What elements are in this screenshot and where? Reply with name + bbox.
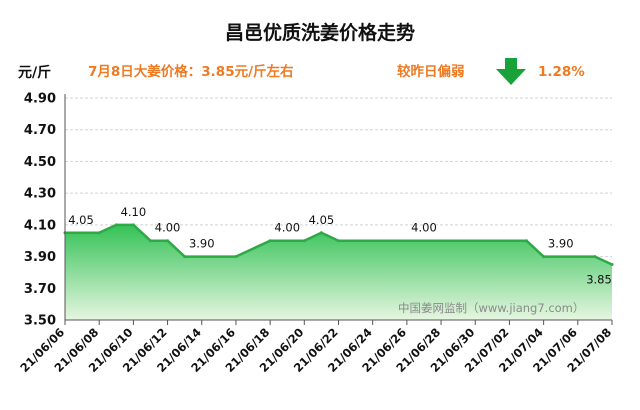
change-percent: 1.28% bbox=[538, 64, 585, 80]
data-point bbox=[268, 239, 272, 243]
data-label: 4.00 bbox=[155, 221, 181, 235]
data-label: 4.00 bbox=[274, 221, 300, 235]
data-point bbox=[183, 255, 187, 259]
watermark: 中国姜网监制（www.jiang7.com） bbox=[398, 301, 584, 315]
y-tick-label: 4.70 bbox=[24, 123, 56, 138]
data-point bbox=[542, 255, 546, 259]
x-ticks: 21/06/0621/06/0821/06/1021/06/1221/06/14… bbox=[17, 320, 614, 375]
y-tick-label: 4.30 bbox=[24, 187, 56, 202]
data-label: 3.90 bbox=[548, 237, 574, 251]
data-point bbox=[234, 255, 238, 259]
price-area bbox=[63, 223, 614, 320]
data-label: 3.90 bbox=[189, 237, 215, 251]
data-point bbox=[149, 239, 152, 243]
y-tick-label: 4.50 bbox=[24, 155, 56, 170]
compare-label: 较昨日偏弱 bbox=[397, 63, 465, 80]
y-ticks: 3.50 3.70 3.90 4.10 4.30 4.50 4.70 4.90 bbox=[24, 92, 56, 329]
data-point bbox=[114, 223, 118, 227]
data-point bbox=[593, 255, 597, 259]
area-fill bbox=[65, 224, 612, 320]
data-labels: 4.05 4.10 4.00 3.90 4.00 4.05 4.00 3.90 3.85 bbox=[68, 205, 612, 287]
data-label: 3.85 bbox=[586, 273, 612, 287]
price-note: 7月8日大姜价格：3.85元/斤左右 bbox=[88, 63, 294, 80]
data-label: 4.00 bbox=[411, 221, 437, 235]
y-tick-label: 3.90 bbox=[24, 250, 56, 265]
data-point bbox=[131, 223, 135, 227]
data-label: 4.05 bbox=[309, 213, 335, 227]
y-tick-label: 3.70 bbox=[24, 282, 56, 297]
series-line bbox=[65, 223, 613, 266]
data-label: 4.05 bbox=[68, 213, 94, 227]
data-point bbox=[610, 263, 614, 266]
data-point bbox=[319, 231, 323, 235]
arrow-down-icon bbox=[496, 58, 526, 85]
y-tick-label: 4.10 bbox=[24, 218, 56, 233]
data-point bbox=[302, 239, 306, 243]
data-point bbox=[337, 239, 340, 243]
chart-title: 昌邑优质洗姜价格走势 bbox=[225, 21, 415, 44]
y-tick-label: 4.90 bbox=[24, 92, 56, 107]
data-label: 4.10 bbox=[121, 205, 147, 219]
data-point bbox=[525, 239, 528, 243]
y-tick-label: 3.50 bbox=[24, 314, 56, 329]
y-axis-unit: 元/斤 bbox=[18, 64, 51, 81]
data-point bbox=[166, 239, 170, 243]
data-point bbox=[97, 231, 101, 235]
